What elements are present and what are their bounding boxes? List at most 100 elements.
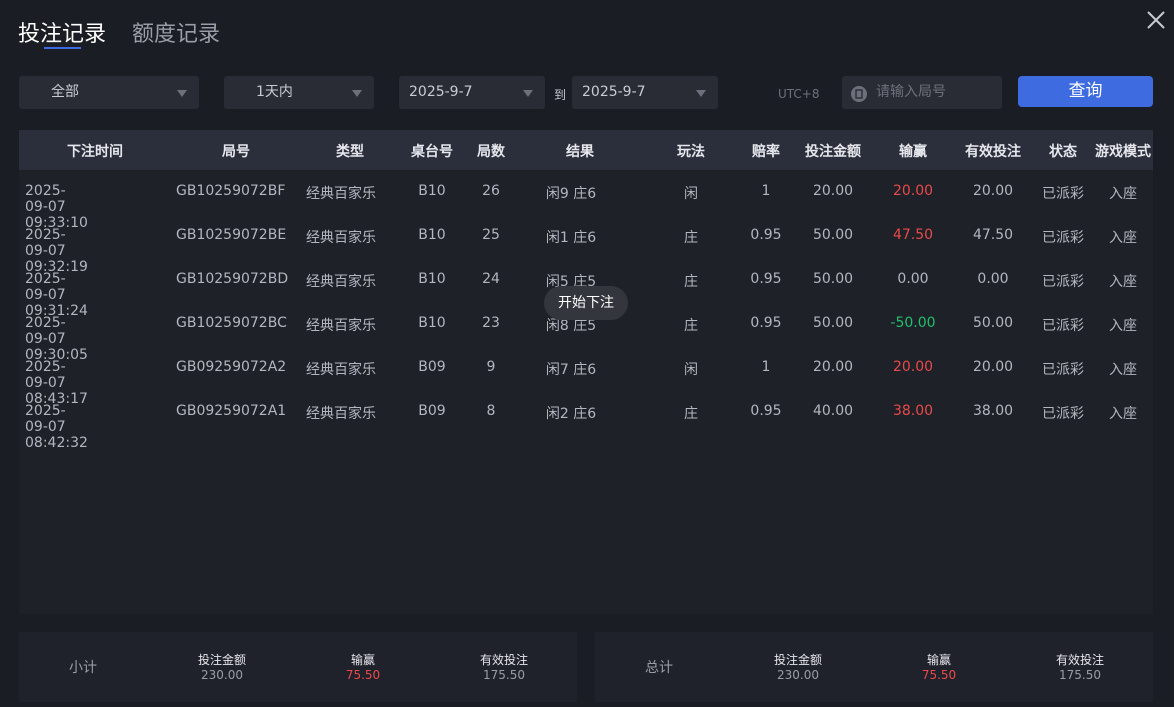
summary-item-label: 有效投注 <box>479 653 529 667</box>
table-cell: 38.00 <box>892 403 934 419</box>
summary-item-value: 175.50 <box>483 668 525 682</box>
column-header: 类型 <box>336 144 364 160</box>
to-label: 到 <box>554 88 567 102</box>
table-cell: 0.95 <box>750 227 782 243</box>
table-cell: 1 <box>761 183 771 199</box>
table-cell: B09 <box>418 359 446 375</box>
date-value: 2025-9-7 <box>409 84 473 100</box>
date-to[interactable]: 2025-9-7 <box>572 76 718 109</box>
summary-item-value: 230.00 <box>201 668 243 682</box>
table-cell: 闲9 庄6 <box>545 186 597 202</box>
table-cell: GB10259072BE <box>176 227 287 243</box>
table-cell: 26 <box>482 183 500 199</box>
table-cell: 入座 <box>1109 230 1137 246</box>
table-cell: 闲2 庄6 <box>545 406 597 422</box>
table-cell: 2025-09-07 09:31:24 <box>25 271 88 319</box>
column-header: 状态 <box>1049 144 1077 160</box>
table-cell: 入座 <box>1109 362 1137 378</box>
tab-active[interactable]: 投注记录 <box>18 22 107 47</box>
summary-item-label: 输赢 <box>350 653 376 667</box>
table-cell: 闲 <box>684 186 698 202</box>
table-cell: 经典百家乐 <box>306 406 376 422</box>
table-cell: 2025-09-07 09:32:19 <box>25 227 88 275</box>
table-cell: 20.00 <box>812 359 854 375</box>
table-cell: 2025-09-07 09:30:05 <box>25 315 88 363</box>
search-icon <box>851 86 867 102</box>
table-cell: 入座 <box>1109 274 1137 290</box>
table-cell: GB10259072BC <box>176 315 287 331</box>
date-from[interactable]: 2025-9-7 <box>399 76 545 109</box>
table-cell: 经典百家乐 <box>306 230 376 246</box>
column-header: 玩法 <box>677 144 705 160</box>
table-cell: 0.95 <box>750 315 782 331</box>
toast: 开始下注 <box>544 286 628 320</box>
table-cell: 已派彩 <box>1042 318 1084 334</box>
table-cell: 40.00 <box>812 403 854 419</box>
table-cell: -50.00 <box>890 315 936 331</box>
table-cell: 入座 <box>1109 186 1137 202</box>
round-input[interactable]: 请输入局号 <box>842 76 1002 109</box>
table-cell: 已派彩 <box>1042 230 1084 246</box>
table-cell: 50.00 <box>812 227 854 243</box>
table-cell: 已派彩 <box>1042 274 1084 290</box>
select-value: 全部 <box>51 84 79 100</box>
summary-label: 小计 <box>69 660 97 676</box>
table-cell: 闲 <box>684 362 698 378</box>
table-cell: B10 <box>418 227 446 243</box>
type-select[interactable]: 全部 <box>19 76 199 109</box>
date-value: 2025-9-7 <box>582 84 646 100</box>
table-cell: 闲7 庄6 <box>545 362 597 378</box>
table-cell: 20.00 <box>892 359 934 375</box>
table-cell: GB09259072A1 <box>176 403 287 419</box>
table-cell: 2025-09-07 09:33:10 <box>25 183 88 231</box>
table-cell: GB09259072A2 <box>176 359 287 375</box>
subtotal-panel <box>19 632 577 702</box>
table-cell: 已派彩 <box>1042 406 1084 422</box>
tab[interactable]: 额度记录 <box>132 22 221 47</box>
table-cell: 经典百家乐 <box>306 318 376 334</box>
table-cell: 1 <box>761 359 771 375</box>
table-cell: 庄 <box>684 274 698 290</box>
table-cell: 0.00 <box>977 271 1009 287</box>
column-header: 桌台号 <box>411 144 453 160</box>
table-cell: 庄 <box>684 230 698 246</box>
table <box>19 130 1153 614</box>
table-cell: 0.95 <box>750 271 782 287</box>
range-select[interactable]: 1天内 <box>224 76 374 109</box>
summary-label: 总计 <box>645 660 673 676</box>
table-cell: 已派彩 <box>1042 362 1084 378</box>
summary-item-label: 有效投注 <box>1055 653 1105 667</box>
table-cell: 9 <box>486 359 496 375</box>
column-header: 赔率 <box>752 144 780 160</box>
select-value: 1天内 <box>256 84 293 100</box>
column-header: 局数 <box>477 144 505 160</box>
table-cell: 20.00 <box>892 183 934 199</box>
table-cell: 闲8 庄5 <box>545 318 597 334</box>
table-cell: 经典百家乐 <box>306 362 376 378</box>
table-header <box>19 130 1153 170</box>
summary-item-label: 投注金额 <box>197 653 247 667</box>
table-cell: 经典百家乐 <box>306 274 376 290</box>
table-cell: 0.00 <box>897 271 929 287</box>
summary-item-value: 75.50 <box>921 668 957 682</box>
close-button[interactable] <box>1146 10 1166 30</box>
table-cell: 2025-09-07 08:43:17 <box>25 359 88 407</box>
table-cell: 已派彩 <box>1042 186 1084 202</box>
table-cell: 8 <box>486 403 496 419</box>
summary-item-label: 投注金额 <box>773 653 823 667</box>
table-cell: 0.95 <box>750 403 782 419</box>
table-cell: 2025-09-07 08:42:32 <box>25 403 88 451</box>
table-cell: 47.50 <box>972 227 1014 243</box>
table-cell: 50.00 <box>812 271 854 287</box>
table-cell: 50.00 <box>972 315 1014 331</box>
table-cell: 25 <box>482 227 500 243</box>
table-cell: 闲1 庄6 <box>545 230 597 246</box>
table-cell: 20.00 <box>972 183 1014 199</box>
table-cell: 庄 <box>684 406 698 422</box>
column-header: 有效投注 <box>965 144 1021 160</box>
search-button[interactable]: 查询 <box>1018 76 1153 107</box>
column-header: 投注金额 <box>805 144 861 160</box>
table-cell: B09 <box>418 403 446 419</box>
column-header: 结果 <box>566 144 594 160</box>
